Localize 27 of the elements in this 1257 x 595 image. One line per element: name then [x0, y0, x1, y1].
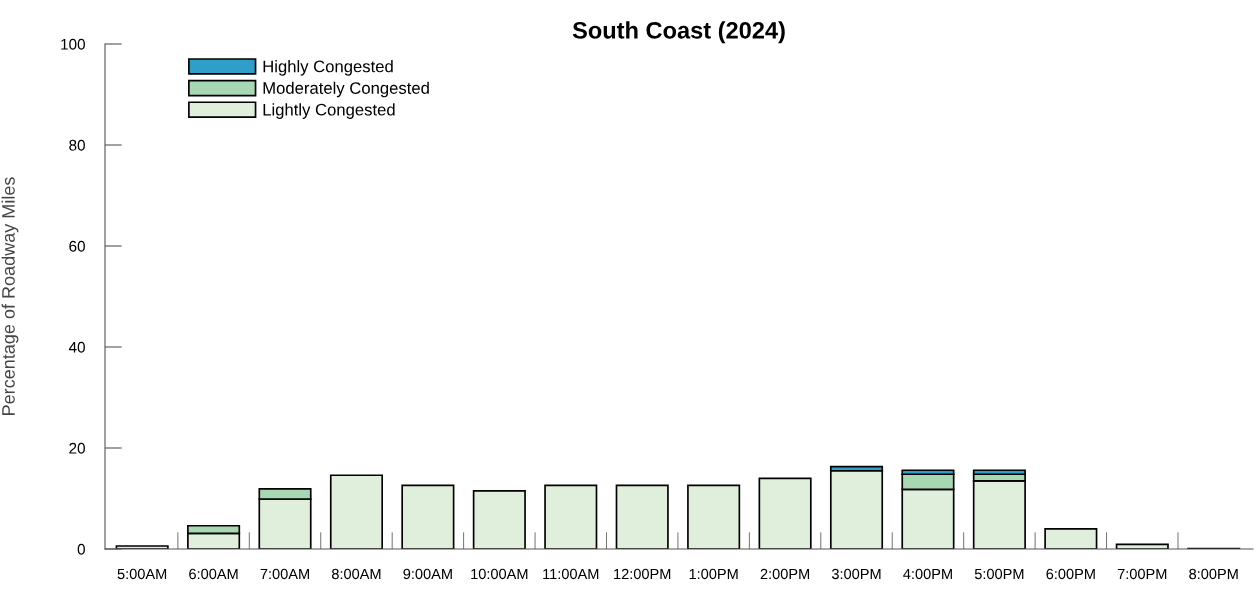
chart-title: South Coast (2024): [572, 21, 785, 44]
x-tick-label: 3:00PM: [831, 568, 881, 580]
x-tick-label: 6:00AM: [189, 568, 238, 580]
y-tick-label: 100: [61, 38, 85, 50]
x-tick-label: 4:00PM: [903, 568, 952, 580]
legend-label: Highly Congested: [263, 60, 393, 76]
y-axis-title: Percentage of Roadway Miles: [1, 177, 19, 415]
x-tick-label: 9:00AM: [403, 568, 452, 580]
x-tick-label: 2:00PM: [760, 568, 810, 580]
x-tick-label: 12:00PM: [614, 568, 671, 580]
x-tick-label: 7:00AM: [260, 568, 309, 580]
x-tick-label: 8:00AM: [331, 568, 381, 580]
y-tick-label: 0: [77, 543, 85, 555]
y-tick-label: 40: [68, 341, 85, 353]
x-tick-label: 1:00PM: [689, 568, 738, 580]
legend-label: Lightly Congested: [263, 103, 395, 119]
x-tick-label: 11:00AM: [543, 568, 599, 580]
x-tick-label: 7:00PM: [1117, 568, 1167, 580]
x-tick-label: 8:00PM: [1189, 568, 1238, 580]
x-tick-label: 5:00PM: [974, 568, 1024, 580]
x-tick-label: 5:00AM: [117, 568, 167, 580]
y-tick-label: 20: [69, 442, 85, 454]
x-tick-label: 6:00PM: [1046, 568, 1095, 580]
y-tick-label: 60: [69, 240, 85, 252]
y-tick-label: 80: [69, 139, 85, 151]
x-tick-label: 10:00AM: [471, 568, 528, 580]
legend-label: Moderately Congested: [263, 81, 429, 98]
